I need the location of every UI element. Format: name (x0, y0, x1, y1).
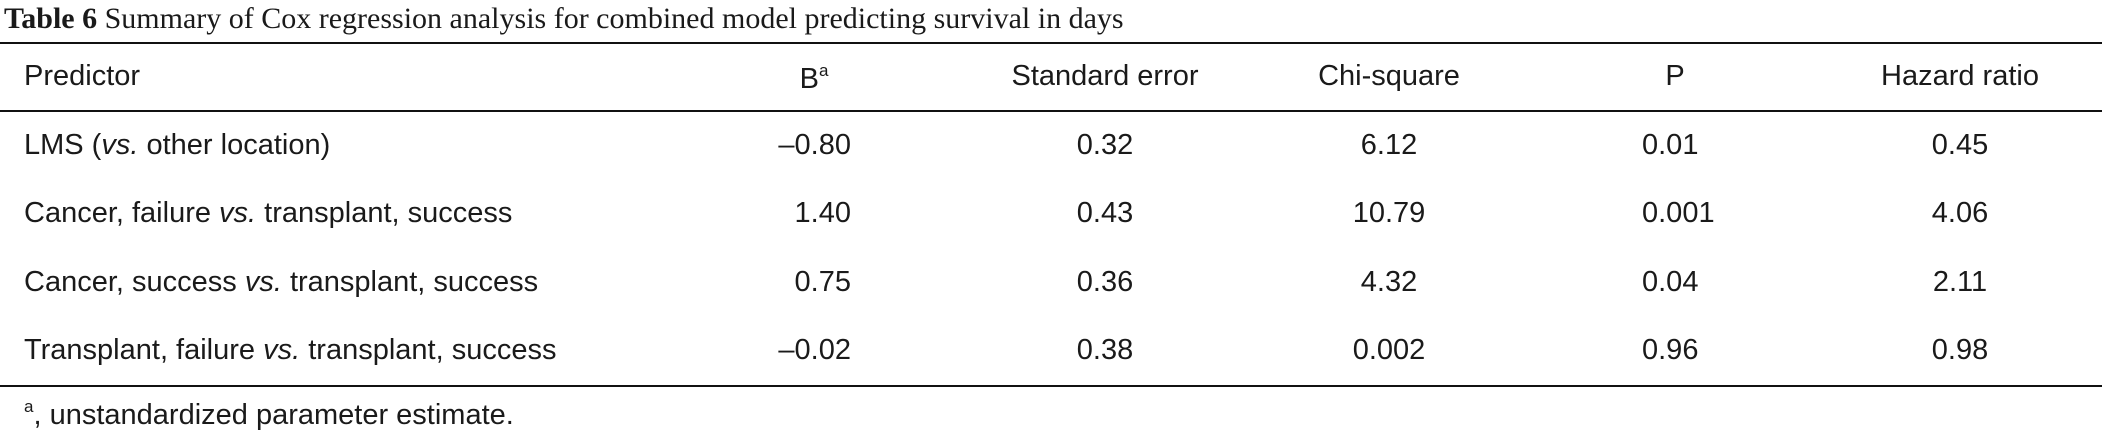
value-cell: 0.32 (1076, 129, 1134, 161)
header-cell: Ba (800, 62, 829, 94)
header-rule (0, 110, 2102, 112)
cell-text: other location) (138, 129, 331, 161)
header-cell: Predictor (24, 62, 140, 91)
italic-text: vs. (244, 266, 282, 298)
footnote-text: , unstandardized parameter estimate. (33, 399, 514, 431)
value-cell: 0.38 (1076, 334, 1134, 366)
predictor-cell: Cancer, success vs. transplant, success (24, 268, 538, 297)
value-cell: 0.04 (1642, 266, 1699, 298)
value-cell: –0.80 (778, 129, 851, 161)
value-cell: 1.40 (794, 197, 851, 229)
footnote: a, unstandardized parameter estimate. (24, 398, 514, 430)
header-cell: Chi-square (1318, 62, 1460, 91)
value-cell: 0.96 (1642, 334, 1699, 366)
header-cell: Hazard ratio (1881, 62, 2039, 91)
header-text: B (799, 63, 819, 95)
value-cell: 0.98 (1931, 334, 1989, 366)
top-rule (0, 42, 2102, 44)
header-superscript: a (818, 61, 829, 80)
header-text: Standard error (1011, 60, 1199, 92)
predictor-cell: LMS (vs. other location) (24, 131, 330, 160)
header-text: Chi-square (1318, 60, 1460, 92)
value-cell: 6.12 (1360, 129, 1418, 161)
value-cell: 4.32 (1360, 266, 1418, 298)
italic-text: vs. (101, 129, 139, 161)
header-text: P (1665, 60, 1685, 92)
value-cell: 0.002 (1352, 334, 1426, 366)
header-text: Hazard ratio (1881, 60, 2039, 92)
value-cell: 0.75 (794, 266, 851, 298)
value-cell: 2.11 (1932, 266, 1988, 298)
cell-text: Cancer, success (24, 266, 245, 298)
value-cell: 0.43 (1076, 197, 1134, 229)
cell-text: transplant, success (256, 197, 513, 229)
value-cell: 0.36 (1076, 266, 1134, 298)
header-cell: P (1665, 62, 1684, 91)
cell-text: transplant, success (281, 266, 539, 298)
cell-text: transplant, success (300, 334, 557, 366)
footnote-mark: a (24, 397, 34, 416)
value-cell: –0.02 (778, 334, 851, 366)
header-text: Predictor (24, 60, 141, 92)
caption-label: Table 6 (4, 2, 98, 35)
value-cell: 0.001 (1642, 197, 1715, 229)
cell-text: Transplant, failure (24, 334, 264, 366)
predictor-cell: Cancer, failure vs. transplant, success (24, 199, 512, 228)
predictor-cell: Transplant, failure vs. transplant, succ… (24, 336, 556, 365)
caption: Table 6 Summary of Cox regression analys… (4, 4, 1124, 34)
cell-text: Cancer, failure (24, 197, 220, 229)
bottom-rule (0, 385, 2102, 387)
italic-text: vs. (263, 334, 301, 366)
value-cell: 0.01 (1642, 129, 1699, 161)
cell-text: LMS ( (24, 129, 102, 161)
value-cell: 0.45 (1931, 129, 1989, 161)
value-cell: 4.06 (1931, 197, 1989, 229)
caption-text: Summary of Cox regression analysis for c… (104, 2, 1124, 35)
value-cell: 10.79 (1352, 197, 1426, 229)
header-cell: Standard error (1012, 62, 1199, 91)
italic-text: vs. (219, 197, 257, 229)
